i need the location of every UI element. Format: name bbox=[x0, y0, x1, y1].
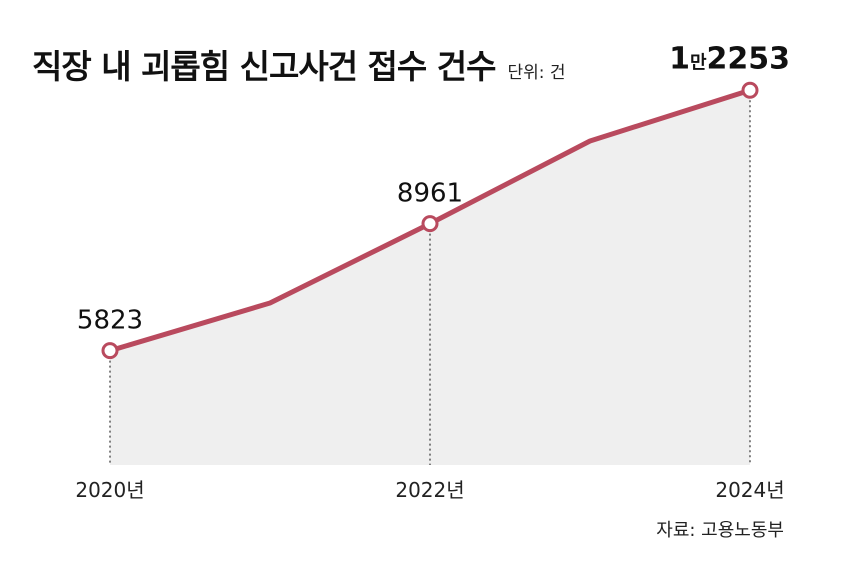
data-label-part: 2253 bbox=[707, 41, 791, 76]
area-fill bbox=[110, 90, 750, 465]
title-row: 직장 내 괴롭힘 신고사건 접수 건수 단위: 건 bbox=[32, 40, 566, 88]
data-label-part: 1 bbox=[669, 41, 690, 76]
data-label-2024: 1만2253 bbox=[669, 41, 790, 76]
x-tick-label-2022: 2022년 bbox=[395, 478, 464, 502]
data-label-2020: 5823 bbox=[77, 306, 143, 336]
point-marker-2022 bbox=[421, 215, 439, 233]
data-label-2022: 8961 bbox=[397, 179, 463, 209]
point-marker-2024 bbox=[741, 81, 759, 99]
point-marker-2020 bbox=[101, 342, 119, 360]
x-tick-label-2024: 2024년 bbox=[715, 478, 784, 502]
page-title: 직장 내 괴롭힘 신고사건 접수 건수 bbox=[32, 47, 496, 86]
x-tick-label-2020: 2020년 bbox=[75, 478, 144, 502]
unit-label: 단위: 건 bbox=[507, 63, 566, 83]
data-label-part: 만 bbox=[690, 52, 707, 73]
source-note: 자료: 고용노동부 bbox=[656, 520, 784, 541]
